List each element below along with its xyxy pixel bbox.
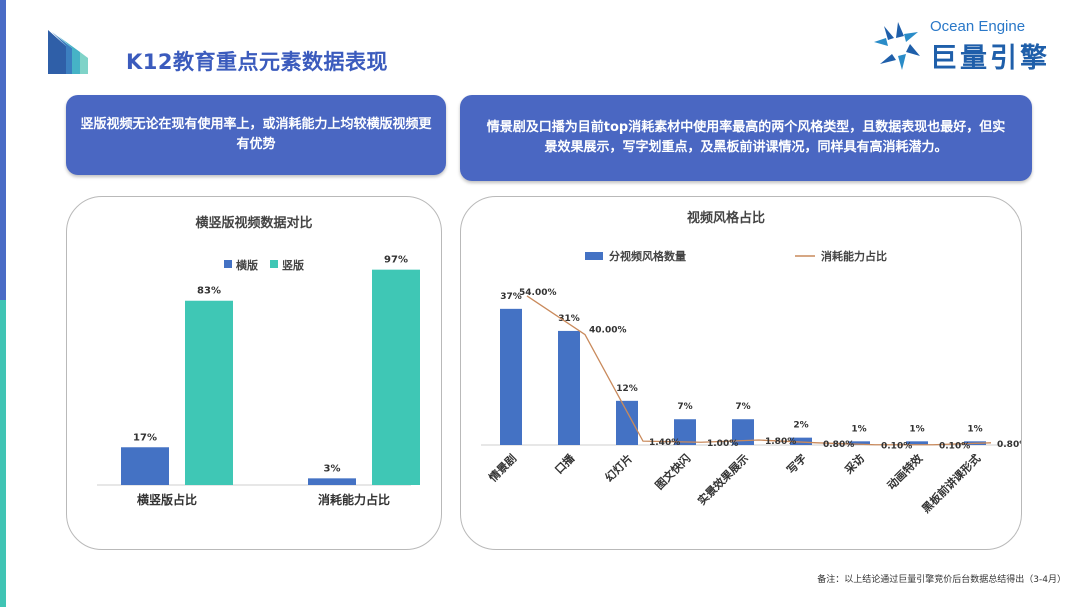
brand-name-en: Ocean Engine xyxy=(930,18,1026,35)
bar-5 xyxy=(790,437,812,445)
line-series-path xyxy=(526,295,992,446)
category-label-6: 采访 xyxy=(841,451,867,477)
line-label-0: 54.00% xyxy=(519,288,557,298)
line-label-5: 0.80% xyxy=(823,440,854,450)
line-label-6: 0.10% xyxy=(881,442,912,452)
category-label-0: 横竖版占比 xyxy=(137,492,197,507)
category-label-1: 消耗能力占比 xyxy=(318,492,390,507)
bar-label-2: 12% xyxy=(616,384,638,394)
ocean-engine-icon xyxy=(874,22,920,70)
bar-1 xyxy=(558,330,580,445)
page-title: K12教育重点元素数据表现 xyxy=(126,50,388,74)
bar-0-0 xyxy=(121,447,169,485)
bar-0 xyxy=(500,308,522,445)
book-logo-icon xyxy=(48,30,88,74)
category-label-7: 动画特效 xyxy=(884,451,926,493)
left-accent-bar-bottom xyxy=(0,300,6,607)
bar-label-1-0: 3% xyxy=(324,463,341,474)
chart-title: 横竖版视频数据对比 xyxy=(195,215,312,231)
line-label-4: 1.80% xyxy=(765,437,796,447)
line-label-3: 1.00% xyxy=(707,439,738,449)
chart-panel-style: 视频风格占比分视频风格数量 消耗能力占比 37% 情景剧 31% 口播 12% 幻灯片 7% 图文… xyxy=(460,196,1028,550)
bar-4 xyxy=(732,419,754,445)
bar-label-6: 1% xyxy=(851,424,866,434)
brand-name-cn: 巨量引擎 xyxy=(930,43,1050,74)
bar-label-7: 1% xyxy=(909,424,924,434)
category-label-4: 实景效果展示 xyxy=(695,451,752,508)
bar-1-0 xyxy=(308,478,356,485)
callout-right-text: 情景剧及口播为目前top消耗素材中使用率最高的两个风格类型，且数据表现也最好，但… xyxy=(486,120,1006,155)
bar-label-3: 7% xyxy=(677,402,692,412)
bar-label-0-1: 83% xyxy=(197,286,221,297)
category-label-1: 口播 xyxy=(552,451,578,477)
line-label-1: 40.00% xyxy=(589,326,627,336)
callout-left: 竖版视频无论在现有使用率上，或消耗能力上均较横版视频更有优势 xyxy=(66,95,446,175)
chart-panel-orientation: 横竖版视频数据对比横版 竖版 17% 83% 横竖版占比 3% 97% 消耗能力占比 xyxy=(66,196,442,550)
chart-title: 视频风格占比 xyxy=(687,210,765,226)
callout-left-text: 竖版视频无论在现有使用率上，或消耗能力上均较横版视频更有优势 xyxy=(80,117,432,152)
bar-label-4: 7% xyxy=(735,402,750,412)
category-label-8: 黑板前讲课形式 xyxy=(919,451,983,515)
legend-label-line: 消耗能力占比 xyxy=(821,249,887,263)
category-label-5: 写字 xyxy=(784,451,809,476)
bar-1-1 xyxy=(372,269,420,485)
category-label-3: 图文快闪 xyxy=(652,451,693,492)
bar-label-1: 31% xyxy=(558,314,580,324)
bar-label-1-1: 97% xyxy=(384,255,408,266)
bar-label-8: 1% xyxy=(967,424,982,434)
legend-swatch-bars xyxy=(585,252,603,260)
bar-2 xyxy=(616,400,638,445)
line-label-2: 1.40% xyxy=(649,438,680,448)
bar-label-0-0: 17% xyxy=(133,432,157,443)
bar-label-5: 2% xyxy=(793,421,808,431)
brand-logo: Ocean Engine 巨量引擎 xyxy=(872,14,1052,76)
callout-right: 情景剧及口播为目前top消耗素材中使用率最高的两个风格类型，且数据表现也最好，但… xyxy=(460,95,1032,181)
category-label-2: 幻灯片 xyxy=(602,451,635,484)
legend-label-0: 横版 xyxy=(236,258,258,272)
footnote: 备注：以上结论通过巨量引擎竞价后台数据总结得出（3-4月） xyxy=(817,575,1066,585)
bar-label-0: 37% xyxy=(500,292,522,302)
bar-7 xyxy=(906,441,928,445)
line-label-8: 0.80% xyxy=(997,440,1021,450)
legend-swatch-1 xyxy=(270,260,278,268)
legend-label-1: 竖版 xyxy=(282,258,304,272)
legend-label-bars: 分视频风格数量 xyxy=(609,249,686,263)
bar-0-1 xyxy=(185,300,233,485)
left-accent-bar-top xyxy=(0,0,6,300)
legend-swatch-0 xyxy=(224,260,232,268)
category-label-0: 情景剧 xyxy=(486,451,519,484)
bar-6 xyxy=(848,441,870,445)
bar-3 xyxy=(674,419,696,445)
line-label-7: 0.10% xyxy=(939,442,970,452)
